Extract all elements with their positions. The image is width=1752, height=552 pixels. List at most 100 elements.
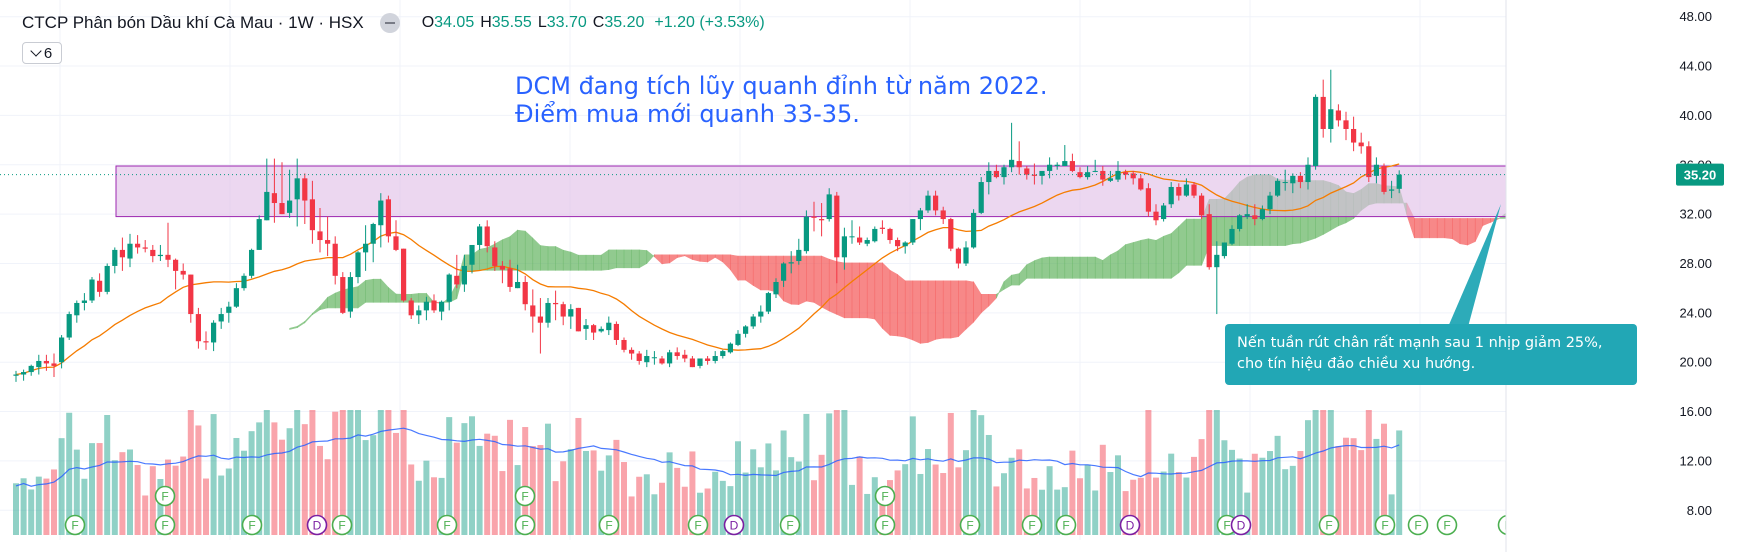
candle (264, 158, 270, 221)
candle-body (1138, 178, 1144, 190)
volume-bar (765, 443, 772, 535)
financials-marker[interactable]: F (1407, 514, 1429, 536)
volume-bar (643, 474, 650, 535)
cloud-segment-bull (540, 245, 549, 271)
candle-body (1328, 109, 1334, 129)
candle (408, 298, 414, 320)
candle (583, 319, 589, 340)
event-markers[interactable]: FFFFDFFFFFFDFFFFFFDFDFFFFF (64, 485, 1519, 536)
volume-bar (1312, 410, 1319, 535)
dividend-marker[interactable]: D (1119, 514, 1141, 536)
volume-bar (1137, 477, 1144, 535)
financials-marker[interactable]: F (1318, 514, 1340, 536)
candle-body (1176, 186, 1182, 196)
candle-body (1062, 161, 1068, 167)
financials-marker[interactable]: F (241, 514, 263, 536)
candle-body (1069, 161, 1075, 171)
candle (416, 305, 422, 324)
financials-marker[interactable]: F (1055, 514, 1077, 536)
marker-letter: F (694, 519, 701, 533)
candle-body (895, 240, 901, 247)
candle-body (560, 304, 566, 317)
cloud-segment-bull (418, 293, 427, 303)
marker-letter: F (161, 519, 168, 533)
volume-bar (636, 476, 643, 535)
marker-letter: F (786, 519, 793, 533)
candle-body (1366, 146, 1372, 178)
financials-marker[interactable]: F (154, 514, 176, 536)
financials-marker[interactable]: F (514, 485, 536, 507)
marker-circle (1055, 514, 1077, 536)
candle (819, 203, 825, 237)
candle-body (279, 203, 285, 215)
volume-bar (370, 435, 377, 535)
volume-bar (864, 493, 871, 535)
volume-bar (1122, 491, 1129, 535)
financials-marker[interactable]: F (1436, 514, 1458, 536)
candle (188, 274, 194, 323)
candle-body (955, 248, 961, 264)
candle-body (1153, 211, 1159, 221)
dividend-marker[interactable]: D (1230, 514, 1252, 536)
financials-marker[interactable]: F (687, 514, 709, 536)
candle (332, 236, 338, 285)
marker-circle (331, 514, 353, 536)
indicators-toggle-button[interactable]: 6 (22, 42, 62, 64)
candle (689, 356, 695, 368)
candle (484, 220, 490, 253)
marker-letter: F (1062, 519, 1069, 533)
candle-body (1161, 205, 1167, 220)
financials-marker[interactable]: F (779, 514, 801, 536)
financials-marker[interactable]: F (874, 485, 896, 507)
financials-marker[interactable]: F (436, 514, 458, 536)
cloud-segment-bear (1459, 218, 1468, 246)
candle-body (948, 219, 954, 249)
financials-marker[interactable]: F (874, 514, 896, 536)
financials-marker[interactable]: F (331, 514, 353, 536)
candle-body (727, 343, 733, 353)
volume-bar (735, 441, 741, 535)
candle-body (89, 279, 95, 301)
cloud-segment-bear (904, 280, 914, 341)
candle-body (1031, 174, 1037, 176)
dividend-marker[interactable]: D (306, 514, 328, 536)
volume-bar (20, 478, 27, 535)
volume-bar (1213, 410, 1220, 535)
eye-icon[interactable] (379, 13, 400, 33)
financials-marker[interactable]: F (1374, 514, 1396, 536)
candle (499, 261, 505, 284)
financials-marker[interactable]: F (514, 514, 536, 536)
financials-marker[interactable]: F (1021, 514, 1043, 536)
financials-marker[interactable]: F (959, 514, 981, 536)
candle-body (355, 252, 361, 278)
cloud-segment-bull (608, 249, 617, 271)
marker-circle (154, 485, 176, 507)
financials-marker[interactable]: F (154, 485, 176, 507)
candle (378, 193, 384, 248)
volume-bar (689, 451, 696, 535)
candle (575, 307, 581, 332)
candle-body (218, 314, 224, 322)
financials-marker[interactable]: F (598, 514, 620, 536)
candle (1031, 163, 1037, 185)
symbol-title[interactable]: CTCP Phân bón Dầu khí Cà Mau · 1W · HSX (22, 13, 364, 32)
volume-bar (780, 430, 787, 535)
candle-body (104, 265, 110, 292)
candle (948, 217, 954, 252)
volume-bar (1069, 450, 1076, 535)
candle (439, 300, 445, 321)
cloud-segment-bull (372, 278, 382, 303)
candle (568, 304, 574, 329)
symbol-legend: CTCP Phân bón Dầu khí Cà Mau · 1W · HSX … (22, 10, 765, 36)
candle (218, 307, 224, 329)
financials-marker[interactable]: F (64, 514, 86, 536)
volume-bar (476, 445, 483, 535)
candle (887, 227, 893, 244)
volume-bar (142, 495, 149, 535)
volume-bar (1206, 410, 1213, 535)
dividend-marker[interactable]: D (723, 514, 745, 536)
candle (492, 241, 498, 271)
marker-letter: F (881, 490, 888, 504)
volume-bar (993, 486, 1000, 535)
